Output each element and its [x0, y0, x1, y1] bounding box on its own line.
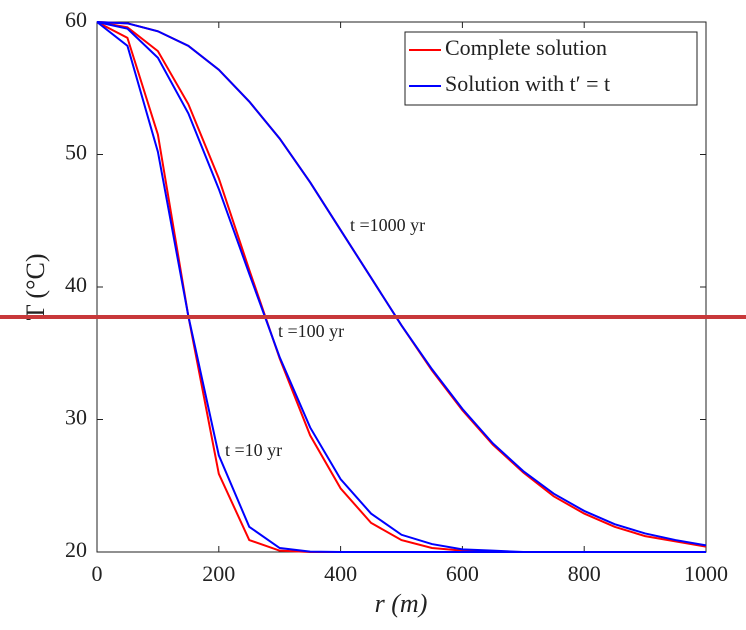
x-tick-label: 600: [446, 561, 479, 586]
series-line: [96, 21, 706, 553]
annotation: t =1000 yr: [350, 215, 425, 235]
x-tick-label: 800: [568, 561, 601, 586]
y-tick-label: 30: [65, 405, 87, 430]
legend-label: Complete solution: [445, 35, 607, 60]
x-tick-label: 200: [202, 561, 235, 586]
legend-box: [404, 31, 698, 106]
y-tick-label: 50: [65, 140, 87, 165]
annotation: t =10 yr: [225, 440, 282, 460]
y-tick-label: 20: [65, 537, 87, 562]
x-axis-label: r (m): [375, 589, 428, 618]
x-tick-label: 0: [92, 561, 103, 586]
x-tick-label: 400: [324, 561, 357, 586]
legend-label: Solution with t′ = t: [445, 71, 610, 96]
y-axis-label: T (°C): [21, 254, 50, 321]
series-line: [96, 21, 707, 547]
annotation: t =100 yr: [278, 321, 344, 341]
x-tick-label: 1000: [684, 561, 728, 586]
y-tick-label: 60: [65, 7, 87, 32]
y-tick-label: 40: [65, 272, 87, 297]
